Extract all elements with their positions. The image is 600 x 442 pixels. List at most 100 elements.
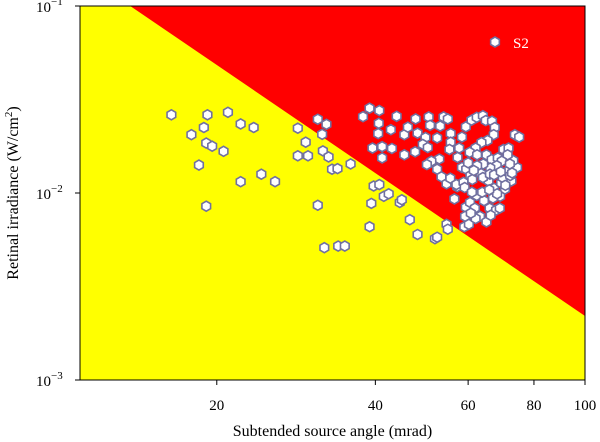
data-point (412, 127, 423, 140)
data-point (374, 178, 385, 191)
data-point (495, 165, 506, 178)
region-below-threshold (80, 6, 585, 380)
data-point (202, 108, 213, 121)
data-point (321, 118, 332, 131)
data-point (462, 156, 474, 169)
y-axis-ticks: 10−110−210−3 (36, 0, 80, 390)
data-point (201, 200, 212, 213)
data-point (269, 175, 281, 188)
x-tick-label: 80 (526, 398, 541, 414)
data-point (410, 112, 421, 125)
x-tick-label: 100 (574, 398, 597, 414)
y-tick-exponent: −2 (51, 183, 63, 195)
data-point (506, 167, 518, 179)
y-axis-label: Retinal irradiance (W/cm2) (3, 106, 22, 279)
data-point (186, 128, 197, 141)
data-point (422, 141, 433, 154)
data-point (376, 152, 388, 164)
data-point (383, 187, 394, 200)
legend-label: S2 (513, 36, 529, 52)
data-point (235, 175, 246, 188)
data-point (166, 108, 177, 121)
data-point (435, 120, 446, 132)
legend-marker-icon (489, 36, 501, 48)
data-point (454, 142, 465, 154)
data-point (514, 131, 525, 144)
data-point (302, 149, 314, 162)
x-axis-label: Subtended source angle (mrad) (233, 423, 432, 440)
legend: S2 (489, 36, 529, 52)
data-point (364, 102, 375, 115)
data-point (456, 131, 468, 144)
y-tick-label: 10−2 (36, 183, 63, 203)
data-point (465, 207, 476, 220)
data-point (339, 240, 350, 253)
data-point (449, 192, 460, 205)
data-point (385, 123, 396, 136)
data-point (218, 145, 229, 158)
data-point (404, 213, 415, 226)
data-point (452, 151, 463, 164)
data-point (386, 142, 398, 155)
data-point (367, 142, 378, 154)
x-axis-ticks: 20 40 60 80 100 (209, 380, 596, 414)
x-tick-label: 40 (368, 398, 383, 414)
data-point (471, 148, 483, 161)
data-point (399, 148, 410, 161)
data-point (357, 110, 369, 123)
data-point (193, 159, 205, 172)
data-point (421, 158, 433, 171)
data-points (166, 102, 525, 254)
y-tick-exponent: −3 (51, 370, 63, 382)
data-point (300, 136, 311, 149)
y-axis-label-end: ) (5, 106, 22, 111)
data-point (445, 172, 456, 185)
data-point (248, 121, 259, 134)
data-point (442, 112, 453, 125)
data-point (256, 168, 267, 181)
data-point (373, 117, 384, 130)
data-point (432, 231, 443, 244)
data-point (464, 146, 475, 159)
data-point (467, 173, 478, 186)
data-point (207, 140, 218, 153)
data-point (235, 118, 246, 130)
data-point (373, 127, 384, 140)
data-point (222, 106, 234, 119)
data-point (319, 241, 330, 254)
data-point (396, 193, 407, 206)
data-point (444, 143, 455, 156)
data-point (312, 199, 323, 212)
y-tick-exponent: −1 (51, 0, 63, 8)
regions (80, 6, 585, 380)
y-tick-label: 10−3 (36, 370, 63, 390)
data-point (312, 113, 323, 126)
data-point (323, 150, 334, 163)
data-point (504, 158, 515, 170)
data-point (485, 209, 496, 222)
data-point (292, 149, 303, 162)
data-point (442, 223, 453, 236)
x-tick-label: 60 (461, 398, 476, 414)
data-point (402, 121, 413, 134)
data-point (391, 110, 402, 123)
y-tick-base: 10 (36, 187, 51, 203)
data-point (412, 228, 423, 241)
x-tick-label: 20 (209, 398, 224, 414)
data-point (364, 220, 375, 233)
data-point (466, 186, 478, 199)
data-point (345, 158, 356, 170)
data-point (198, 121, 209, 134)
y-tick-base: 10 (36, 0, 51, 16)
data-point (432, 132, 443, 144)
y-tick-label: 10−1 (36, 0, 63, 16)
data-point (366, 197, 377, 210)
data-point (292, 122, 303, 135)
data-point (484, 183, 495, 196)
y-axis-label-superscript: 2 (3, 112, 15, 118)
data-point (434, 153, 445, 165)
y-tick-base: 10 (36, 374, 51, 390)
data-point (424, 119, 436, 132)
y-axis-label-main: Retinal irradiance (W/cm (5, 117, 22, 280)
